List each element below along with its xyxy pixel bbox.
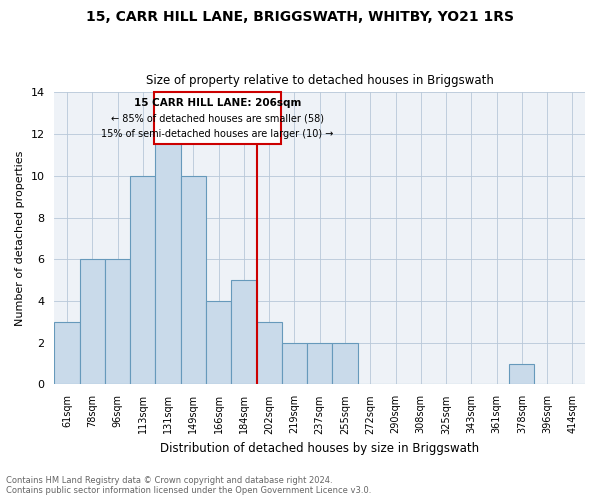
- Bar: [509, 364, 535, 384]
- Bar: [206, 301, 231, 384]
- Text: 15, CARR HILL LANE, BRIGGSWATH, WHITBY, YO21 1RS: 15, CARR HILL LANE, BRIGGSWATH, WHITBY, …: [86, 10, 514, 24]
- Bar: [80, 260, 105, 384]
- Bar: [155, 134, 181, 384]
- Bar: [332, 342, 358, 384]
- Bar: [307, 342, 332, 384]
- Bar: [181, 176, 206, 384]
- Bar: [130, 176, 155, 384]
- Title: Size of property relative to detached houses in Briggswath: Size of property relative to detached ho…: [146, 74, 494, 87]
- Bar: [55, 322, 80, 384]
- Bar: [282, 342, 307, 384]
- Bar: [257, 322, 282, 384]
- Text: 15 CARR HILL LANE: 206sqm: 15 CARR HILL LANE: 206sqm: [134, 98, 301, 108]
- X-axis label: Distribution of detached houses by size in Briggswath: Distribution of detached houses by size …: [160, 442, 479, 455]
- Bar: [154, 92, 281, 144]
- Text: ← 85% of detached houses are smaller (58): ← 85% of detached houses are smaller (58…: [111, 114, 324, 124]
- Text: 15% of semi-detached houses are larger (10) →: 15% of semi-detached houses are larger (…: [101, 129, 334, 139]
- Text: Contains HM Land Registry data © Crown copyright and database right 2024.
Contai: Contains HM Land Registry data © Crown c…: [6, 476, 371, 495]
- Bar: [231, 280, 257, 384]
- Bar: [105, 260, 130, 384]
- Y-axis label: Number of detached properties: Number of detached properties: [15, 150, 25, 326]
